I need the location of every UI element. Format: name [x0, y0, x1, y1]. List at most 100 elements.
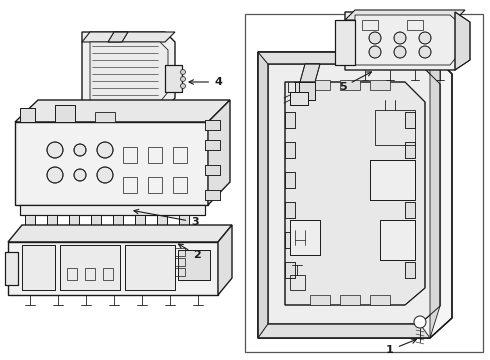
Polygon shape [405, 172, 415, 188]
Polygon shape [285, 262, 295, 278]
Polygon shape [165, 65, 182, 92]
Polygon shape [20, 108, 35, 122]
Polygon shape [90, 42, 168, 102]
Polygon shape [205, 140, 220, 150]
Polygon shape [285, 202, 295, 218]
Polygon shape [113, 215, 123, 230]
Polygon shape [178, 250, 210, 280]
Bar [148, 177, 162, 193]
Polygon shape [47, 215, 57, 230]
Polygon shape [258, 52, 452, 338]
Polygon shape [157, 215, 167, 230]
Circle shape [419, 46, 431, 58]
Polygon shape [405, 142, 415, 158]
Text: 1: 1 [386, 339, 416, 355]
Circle shape [414, 316, 426, 328]
Polygon shape [310, 80, 330, 90]
Polygon shape [82, 32, 175, 42]
Polygon shape [405, 262, 415, 278]
Polygon shape [82, 32, 175, 110]
Polygon shape [5, 252, 18, 285]
Polygon shape [290, 92, 308, 105]
Polygon shape [20, 205, 205, 215]
Polygon shape [300, 64, 320, 82]
Polygon shape [430, 52, 440, 338]
Polygon shape [345, 12, 465, 70]
Polygon shape [345, 10, 465, 20]
Polygon shape [285, 112, 295, 128]
Polygon shape [455, 12, 470, 70]
Polygon shape [95, 112, 115, 122]
Bar [148, 147, 162, 163]
Polygon shape [125, 245, 175, 290]
Polygon shape [135, 215, 145, 230]
Polygon shape [285, 82, 425, 305]
Polygon shape [285, 142, 295, 158]
Text: 3: 3 [134, 210, 199, 227]
Bar [123, 177, 137, 193]
Bar [173, 177, 187, 193]
Bar [173, 147, 187, 163]
Polygon shape [310, 295, 330, 305]
Circle shape [369, 46, 381, 58]
Polygon shape [205, 165, 220, 175]
Polygon shape [258, 52, 430, 64]
Polygon shape [340, 80, 360, 90]
Polygon shape [205, 120, 220, 130]
Polygon shape [15, 100, 230, 122]
Polygon shape [335, 20, 355, 65]
Polygon shape [208, 100, 230, 205]
Circle shape [97, 167, 113, 183]
Circle shape [180, 84, 186, 89]
Bar [103, 268, 113, 280]
Polygon shape [380, 220, 415, 260]
Circle shape [180, 69, 186, 75]
Polygon shape [290, 220, 320, 255]
Polygon shape [205, 190, 220, 200]
Circle shape [180, 77, 186, 81]
Polygon shape [8, 242, 218, 295]
Polygon shape [268, 64, 440, 324]
Polygon shape [370, 160, 415, 200]
Circle shape [419, 32, 431, 44]
Circle shape [47, 142, 63, 158]
Polygon shape [91, 215, 101, 230]
Bar [245, 14, 483, 352]
Circle shape [74, 144, 86, 156]
Polygon shape [370, 295, 390, 305]
Polygon shape [340, 295, 360, 305]
Polygon shape [69, 215, 79, 230]
Polygon shape [55, 105, 75, 122]
Polygon shape [285, 232, 295, 248]
Polygon shape [258, 52, 268, 338]
Text: 2: 2 [178, 244, 201, 260]
Polygon shape [179, 215, 189, 230]
Circle shape [369, 32, 381, 44]
Polygon shape [15, 122, 208, 205]
Text: 4: 4 [189, 77, 222, 87]
Bar [123, 147, 137, 163]
Circle shape [47, 167, 63, 183]
Bar [362, 20, 378, 30]
Circle shape [97, 142, 113, 158]
Polygon shape [8, 225, 232, 242]
Polygon shape [108, 32, 128, 42]
Circle shape [394, 46, 406, 58]
Bar [407, 20, 423, 30]
Polygon shape [22, 245, 55, 290]
Circle shape [74, 169, 86, 181]
Text: 5: 5 [339, 72, 371, 92]
Circle shape [394, 32, 406, 44]
Polygon shape [355, 15, 458, 65]
Polygon shape [25, 215, 35, 230]
Polygon shape [405, 112, 415, 128]
Polygon shape [258, 324, 430, 338]
Polygon shape [405, 232, 415, 248]
Polygon shape [218, 225, 232, 295]
Polygon shape [295, 82, 315, 100]
Polygon shape [285, 172, 295, 188]
Polygon shape [405, 202, 415, 218]
Bar [85, 268, 95, 280]
Polygon shape [60, 245, 120, 290]
Bar [67, 268, 77, 280]
